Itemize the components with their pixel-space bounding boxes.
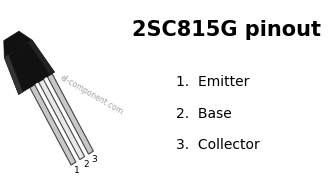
Polygon shape xyxy=(45,77,51,87)
Text: el-component.com: el-component.com xyxy=(59,73,125,116)
Text: 3.  Collector: 3. Collector xyxy=(176,138,259,152)
Polygon shape xyxy=(36,83,42,92)
Text: 2.  Base: 2. Base xyxy=(176,107,231,121)
Polygon shape xyxy=(4,55,23,95)
Polygon shape xyxy=(4,40,55,95)
Text: 1: 1 xyxy=(74,166,80,175)
Polygon shape xyxy=(28,40,55,75)
Text: 2SC815G pinout: 2SC815G pinout xyxy=(132,20,321,40)
Text: 3: 3 xyxy=(92,155,98,164)
Polygon shape xyxy=(47,74,93,154)
Polygon shape xyxy=(39,79,85,160)
Polygon shape xyxy=(30,84,76,165)
Polygon shape xyxy=(4,31,32,58)
Text: 1.  Emitter: 1. Emitter xyxy=(176,75,249,89)
Text: 2: 2 xyxy=(83,161,89,169)
